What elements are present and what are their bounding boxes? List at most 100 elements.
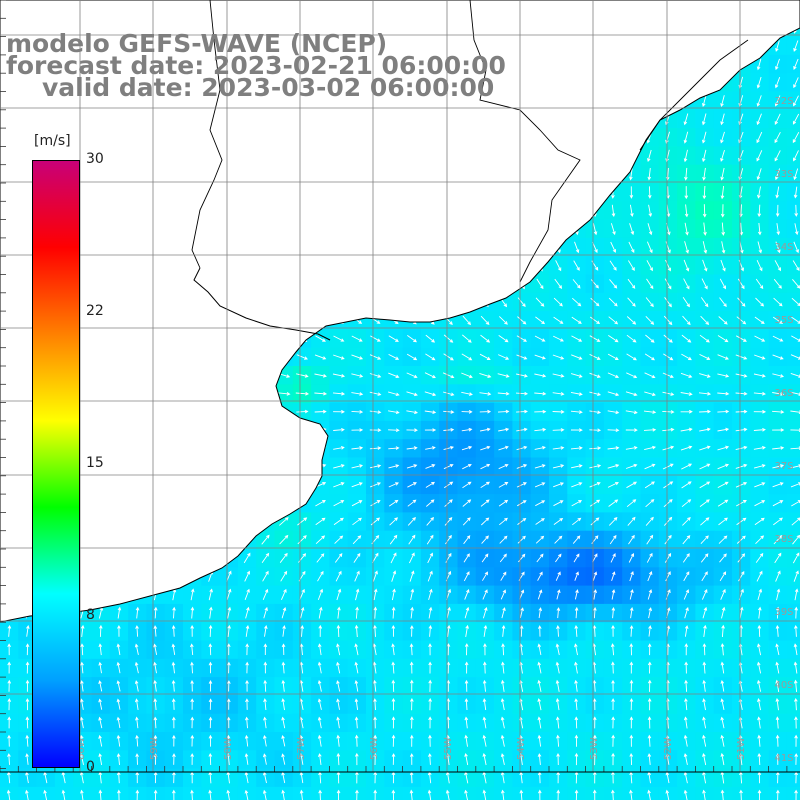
wind-arrow — [645, 297, 654, 308]
wind-arrow — [315, 517, 326, 526]
wind-arrow — [775, 661, 780, 674]
wind-arrow — [317, 716, 322, 729]
wind-arrow — [536, 553, 544, 563]
wind-arrow — [482, 734, 487, 747]
lagoon-outline — [639, 39, 749, 151]
wind-arrow — [500, 753, 505, 765]
wind-arrow — [497, 409, 510, 414]
wind-arrow — [299, 588, 305, 600]
wind-arrow — [333, 354, 345, 360]
wind-arrow — [499, 553, 507, 563]
wind-arrow — [629, 752, 634, 766]
wind-arrow — [625, 446, 638, 450]
wind-arrow — [553, 316, 564, 324]
wind-arrow — [574, 606, 579, 619]
wind-arrow — [354, 698, 359, 710]
wind-arrow — [626, 353, 637, 361]
wind-arrow — [699, 353, 711, 360]
wind-arrow — [369, 354, 382, 360]
wind-arrow — [720, 588, 726, 600]
wind-arrow — [373, 698, 377, 711]
valid-date: valid date: 2023-03-02 06:00:00 — [42, 73, 495, 102]
wind-arrow — [280, 570, 288, 582]
wind-arrow — [625, 391, 638, 397]
grid-cell — [786, 146, 800, 166]
wind-arrow — [754, 316, 765, 325]
wind-arrow — [428, 624, 433, 637]
wind-arrow — [443, 481, 454, 489]
wind-arrow — [427, 753, 432, 765]
wind-arrow — [717, 463, 729, 470]
wind-arrow — [702, 204, 707, 218]
wind-arrow — [116, 716, 121, 729]
wind-arrow — [171, 661, 176, 674]
wind-arrow — [352, 535, 362, 545]
wind-arrow — [171, 625, 176, 637]
wind-arrow — [537, 571, 543, 581]
wind-arrow — [317, 570, 324, 582]
wind-arrow — [515, 391, 529, 396]
wind-arrow — [647, 643, 652, 656]
wind-arrow — [370, 517, 381, 526]
wind-arrow — [296, 409, 309, 414]
wind-arrow — [700, 517, 710, 526]
wind-arrow — [354, 643, 359, 656]
wind-arrow — [756, 131, 763, 144]
wind-arrow — [443, 334, 454, 343]
wind-arrow — [462, 334, 472, 343]
wind-arrow — [172, 753, 176, 765]
wind-arrow — [627, 516, 636, 526]
wind-arrow — [446, 661, 451, 674]
wind-arrow — [388, 428, 400, 433]
wind-arrow — [388, 335, 399, 342]
wind-arrow — [391, 753, 396, 765]
wind-arrow — [7, 661, 11, 674]
wind-arrow — [407, 482, 417, 488]
wind-arrow — [134, 680, 139, 692]
wind-arrow — [388, 482, 399, 488]
wind-arrow — [480, 334, 491, 343]
wind-arrow — [719, 278, 726, 290]
wind-arrow — [388, 464, 400, 469]
wind-arrow — [663, 516, 673, 526]
wind-arrow — [590, 297, 600, 307]
wind-arrow — [552, 446, 565, 450]
wind-arrow — [702, 643, 707, 656]
wind-arrow — [372, 661, 377, 674]
wind-arrow — [243, 552, 251, 564]
wind-arrow — [592, 698, 597, 711]
wind-arrow — [735, 481, 748, 488]
wind-arrow — [627, 278, 636, 289]
wind-arrow — [534, 354, 546, 360]
grid-cell — [786, 54, 800, 74]
grid-cell — [219, 786, 239, 800]
wind-arrow — [409, 753, 414, 765]
wind-arrow — [574, 716, 579, 729]
wind-arrow — [208, 588, 213, 601]
grid-cell — [622, 786, 642, 800]
lon-label: 57W — [296, 737, 307, 760]
wind-arrow — [336, 698, 340, 710]
wind-arrow — [351, 410, 364, 414]
wind-arrow — [683, 149, 688, 163]
wind-arrow — [609, 534, 617, 545]
wind-arrow — [172, 606, 176, 619]
grid-cell — [36, 786, 56, 800]
wind-arrow — [369, 446, 382, 450]
wind-arrow — [482, 716, 487, 729]
wind-arrow — [555, 661, 560, 674]
wind-arrow — [408, 552, 415, 564]
wind-arrow — [336, 588, 342, 601]
wind-arrow — [446, 606, 451, 619]
wind-arrow — [589, 464, 602, 469]
wind-arrow — [226, 734, 231, 747]
wind-arrow — [244, 588, 250, 601]
wind-arrow — [444, 499, 453, 507]
wind-arrow — [556, 734, 560, 747]
wind-arrow — [699, 463, 711, 470]
wind-arrow — [736, 535, 746, 544]
wind-arrow — [428, 716, 432, 729]
wind-arrow — [680, 409, 693, 414]
grid-cell — [786, 402, 800, 422]
wind-arrow — [135, 716, 139, 729]
